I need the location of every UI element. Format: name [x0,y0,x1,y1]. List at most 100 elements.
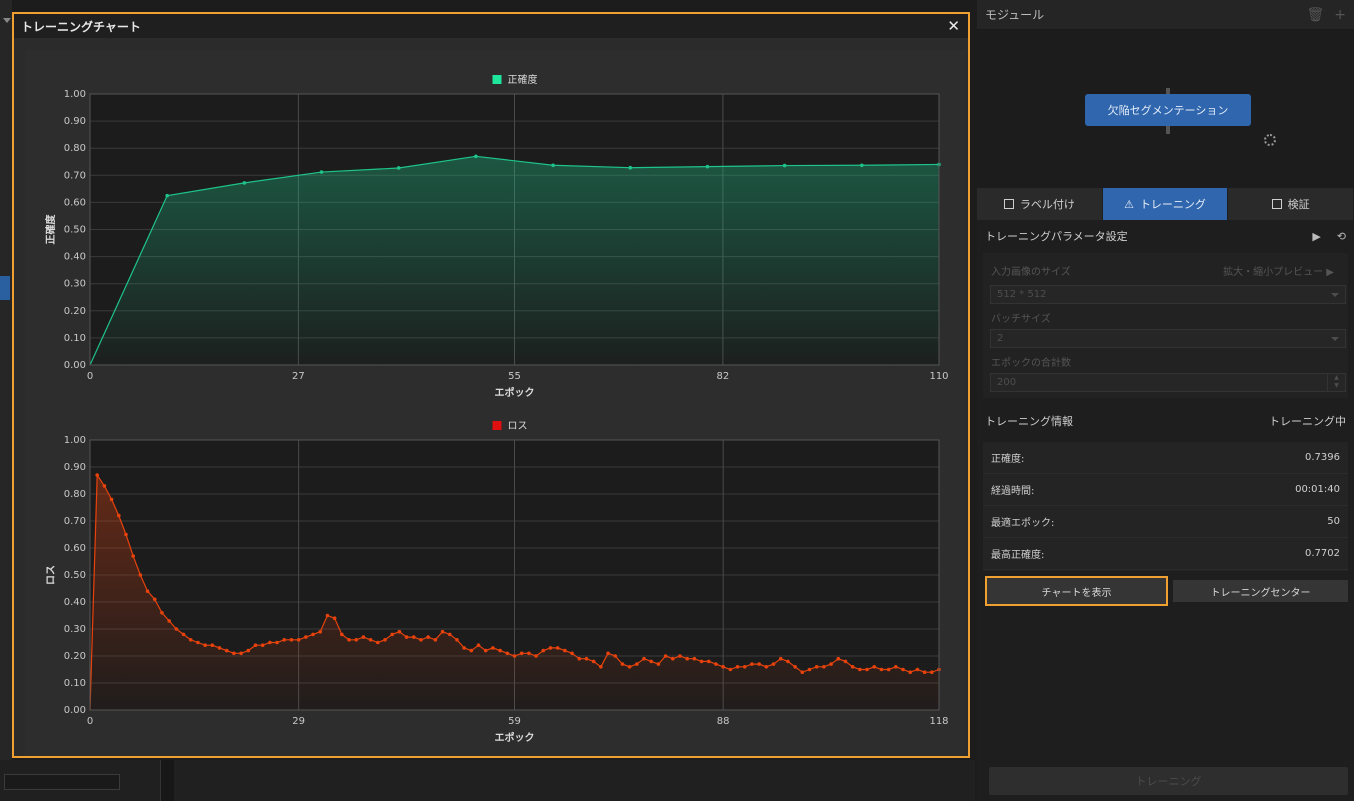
tab-training[interactable]: ⚠ トレーニング [1102,188,1229,220]
train-button[interactable]: トレーニング [989,767,1348,795]
loss-data-point [124,532,128,537]
background-bottom-bar [0,760,975,801]
loss-data-point [419,638,423,642]
loss-data-point [692,656,697,661]
loss-y-tick-label: 0.20 [64,651,86,662]
loss-data-point [354,638,359,642]
loss-y-tick-label: 0.90 [64,462,86,473]
loss-data-point [735,665,740,669]
dialog-titlebar: トレーニングチャート ✕ [14,14,968,38]
loss-y-tick-label: 0.50 [64,570,86,581]
epochs-stepper[interactable]: 200 ▲ ▼ [990,373,1346,392]
defect-segmentation-node[interactable]: 欠陥セグメンテーション [1085,94,1251,126]
tab-labeling[interactable]: ラベル付け [977,188,1103,220]
loss-data-point [930,670,934,674]
loss-data-point [663,654,668,658]
chevron-down-icon [1331,337,1339,341]
loading-spinner-icon [1264,134,1276,146]
training-info-panel: 正確度: 0.7396 経過時間: 00:01:40 最適エポック: 50 最高… [983,442,1348,571]
loss-data-point [375,640,380,645]
info-header: トレーニング情報 トレーニング中 [985,410,1346,432]
loss-data-point [548,646,553,650]
info-status: トレーニング中 [1269,415,1346,428]
loss-data-point [807,667,812,672]
accuracy-y-tick-label: 0.20 [64,306,86,317]
accuracy-y-tick-label: 1.00 [64,89,86,100]
loss-data-point [232,651,236,656]
loss-data-point [332,616,337,620]
show-chart-button[interactable]: チャートを表示 [985,576,1168,606]
background-divider [160,760,174,801]
loss-data-point [922,670,927,674]
loss-data-point [865,667,869,672]
accuracy-y-tick-label: 0.80 [64,143,86,154]
history-icon[interactable]: ⟲ [1336,229,1346,243]
tab-label: 検証 [1287,198,1310,211]
accuracy-x-tick-label: 27 [292,371,305,382]
loss-data-point [685,656,689,661]
loss-data-point [649,659,654,664]
loss-data-point [584,656,589,661]
tab-label: トレーニング [1139,198,1206,211]
info-label: 最適エポック: [991,518,1055,529]
training-center-button[interactable]: トレーニングセンター [1173,580,1348,602]
loss-data-point [512,654,517,658]
batch-size-label: バッチサイズ [991,314,1051,325]
batch-size-select[interactable]: 2 [990,329,1346,348]
loss-data-point [742,665,747,669]
add-icon[interactable]: + [1334,6,1346,23]
accuracy-legend-swatch [492,75,502,84]
loss-data-point [289,638,294,642]
loss-data-point [491,646,495,650]
loss-data-point [721,665,725,669]
trash-icon[interactable]: 🗑 [1306,6,1325,23]
accuracy-data-point [319,170,324,174]
preview-link[interactable]: 拡大・縮小プレビュー ▶ [1223,267,1334,278]
info-buttons: チャートを表示 トレーニングセンター [985,576,1348,606]
loss-y-tick-label: 0.80 [64,489,86,500]
input-size-label: 入力画像のサイズ [991,267,1071,278]
epochs-label: エポックの合計数 [991,358,1071,369]
stepper-arrows-icon[interactable]: ▲ ▼ [1327,374,1345,391]
loss-data-point [699,659,704,664]
loss-data-point [318,629,323,634]
accuracy-x-tick-label: 110 [929,371,948,382]
loss-data-point [635,662,639,666]
tab-validation[interactable]: 検証 [1228,188,1354,220]
loss-data-point [116,513,121,518]
accuracy-data-point [551,163,555,168]
info-label: 正確度: [991,454,1025,465]
loss-data-point [527,651,531,656]
loss-area-fill [90,475,939,710]
loss-data-point [894,665,898,669]
loss-data-point [872,665,877,669]
loss-data-point [591,659,596,664]
loss-data-point [814,665,819,669]
loss-data-point [843,659,848,664]
input-size-select[interactable]: 512 * 512 [990,285,1346,304]
loss-data-point [253,643,258,647]
loss-plot-border [89,439,940,711]
loss-data-point [519,651,524,656]
play-icon[interactable]: ▶ [1312,229,1321,243]
loss-y-tick-label: 0.60 [64,543,86,554]
close-icon[interactable]: ✕ [947,16,960,35]
loss-data-point [390,632,394,637]
loss-data-point [217,646,222,650]
loss-data-point [541,648,546,653]
loss-data-point [462,646,466,650]
loss-data-point [109,497,114,502]
info-label: 経過時間: [991,486,1035,497]
loss-data-point [268,640,272,645]
loss-data-point [778,656,783,661]
loss-data-point [505,651,510,656]
loss-x-tick-label: 88 [717,716,730,727]
loss-x-axis-label: エポック [495,731,535,744]
background-input [4,774,120,790]
tab-label: ラベル付け [1019,198,1075,211]
loss-data-point [555,646,560,650]
loss-x-tick-label: 59 [508,716,521,727]
accuracy-y-tick-label: 0.60 [64,197,86,208]
accuracy-legend-label: 正確度 [508,73,538,86]
right-panel: モジュール 🗑 + 欠陥セグメンテーション ラベル付け ⚠ トレーニング 検証 … [977,0,1354,801]
